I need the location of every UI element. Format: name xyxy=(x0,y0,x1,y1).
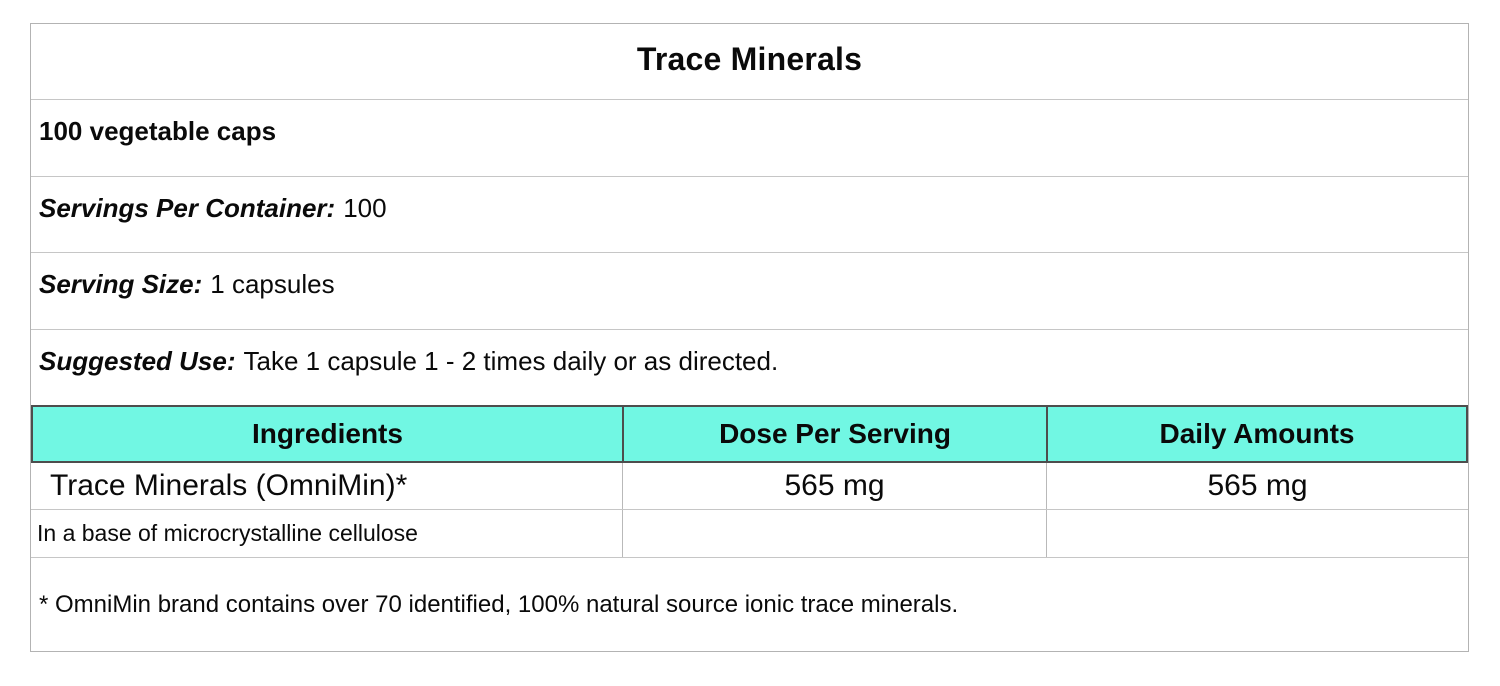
serving-size-row: Serving Size: 1 capsules xyxy=(31,253,1468,330)
column-header-dose-per-serving-label: Dose Per Serving xyxy=(719,418,951,449)
dose-per-serving-value: 565 mg xyxy=(784,469,885,502)
table-header-row: Ingredients Dose Per Serving Daily Amoun… xyxy=(31,405,1468,463)
title-row: Trace Minerals xyxy=(31,24,1468,100)
ingredient-name: Trace Minerals (OmniMin)* xyxy=(50,469,408,502)
footnote-row: * OmniMin brand contains over 70 identif… xyxy=(31,558,1468,651)
column-header-ingredients-label: Ingredients xyxy=(252,418,403,449)
suggested-use-label: Suggested Use: xyxy=(39,346,236,376)
suggested-use-value: Take 1 capsule 1 - 2 times daily or as d… xyxy=(243,346,779,376)
footnote-text: * OmniMin brand contains over 70 identif… xyxy=(39,590,959,618)
column-header-ingredients: Ingredients xyxy=(31,405,622,463)
servings-per-container-row: Servings Per Container: 100 xyxy=(31,177,1468,253)
serving-size-value: 1 capsules xyxy=(210,269,335,299)
column-header-dose-per-serving: Dose Per Serving xyxy=(622,405,1046,463)
capsule-count-row: 100 vegetable caps xyxy=(31,100,1468,177)
daily-amount-cell xyxy=(1046,510,1468,557)
ingredient-name-cell: In a base of microcrystalline cellulose xyxy=(31,510,622,557)
suggested-use-row: Suggested Use: Take 1 capsule 1 - 2 time… xyxy=(31,330,1468,405)
serving-size-label: Serving Size: xyxy=(39,269,203,299)
ingredient-name-cell: Trace Minerals (OmniMin)* xyxy=(31,463,622,509)
dose-per-serving-cell xyxy=(622,510,1046,557)
capsule-count-text: 100 vegetable caps xyxy=(39,116,277,146)
supplement-facts-table: Trace Minerals 100 vegetable caps Servin… xyxy=(30,23,1469,652)
daily-amount-cell: 565 mg xyxy=(1046,463,1468,509)
dose-per-serving-cell: 565 mg xyxy=(622,463,1046,509)
daily-amount-value: 565 mg xyxy=(1207,469,1308,502)
servings-per-container-label: Servings Per Container: xyxy=(39,193,336,223)
ingredient-name: In a base of microcrystalline cellulose xyxy=(37,520,418,546)
column-header-daily-amounts-label: Daily Amounts xyxy=(1159,418,1355,449)
column-header-daily-amounts: Daily Amounts xyxy=(1046,405,1468,463)
table-row: In a base of microcrystalline cellulose xyxy=(31,510,1468,558)
servings-per-container-value: 100 xyxy=(343,193,387,223)
table-row: Trace Minerals (OmniMin)* 565 mg 565 mg xyxy=(31,463,1468,510)
page-title: Trace Minerals xyxy=(636,41,863,77)
